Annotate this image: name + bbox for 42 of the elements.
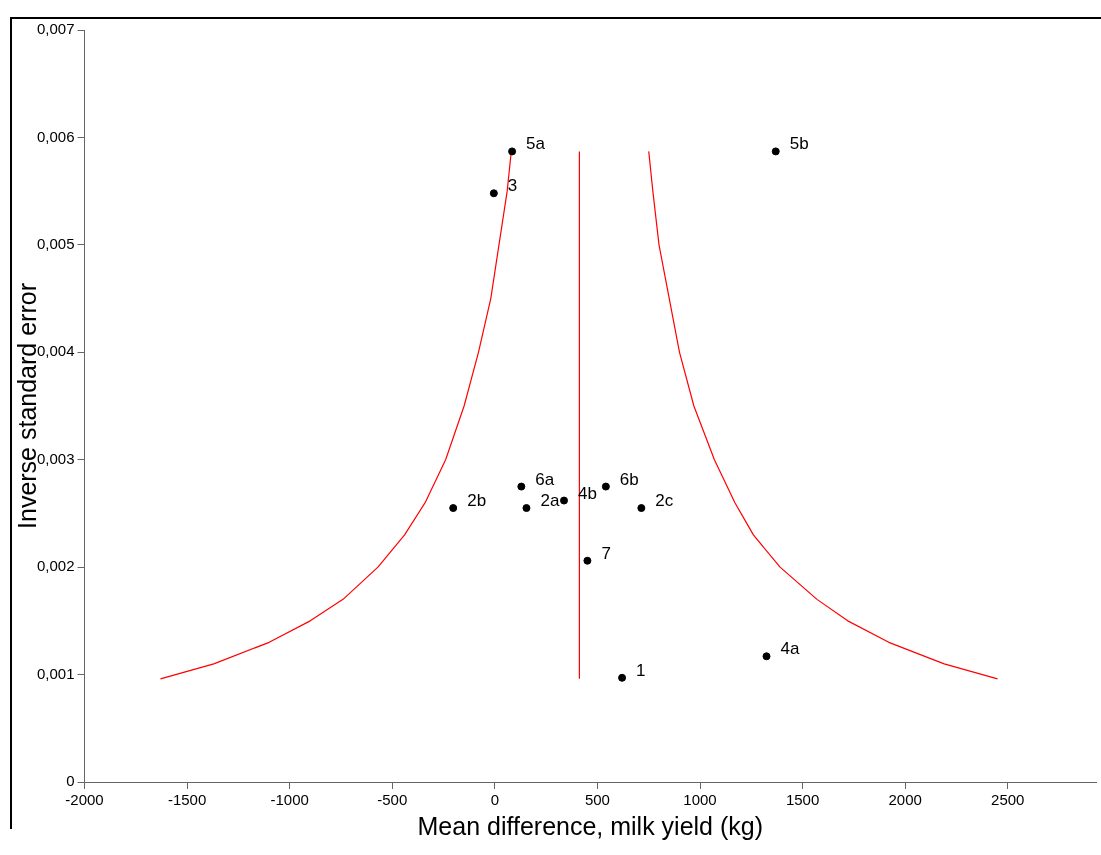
point bbox=[517, 482, 526, 491]
x-tick-label: 0 bbox=[490, 791, 500, 809]
x-tick-label: 1500 bbox=[785, 791, 820, 809]
y-tick-label: 0,002 bbox=[36, 557, 75, 575]
annotation: 2c bbox=[655, 491, 674, 511]
x-tick-label: 1000 bbox=[683, 791, 717, 809]
annotation: 2a bbox=[540, 491, 560, 511]
x-tick-label: -1000 bbox=[270, 791, 309, 809]
point bbox=[489, 189, 498, 198]
point bbox=[601, 482, 610, 491]
annotation: 4a bbox=[780, 639, 800, 659]
point bbox=[762, 652, 771, 661]
annotation: 7 bbox=[601, 543, 611, 563]
point bbox=[637, 504, 646, 513]
point bbox=[522, 504, 531, 513]
x-tick-label: 500 bbox=[584, 791, 610, 809]
annotation: 5a bbox=[526, 134, 546, 154]
annotation: 3 bbox=[507, 176, 518, 196]
point bbox=[449, 504, 458, 513]
x-axis-title: Mean difference, milk yield (kg) bbox=[417, 811, 764, 840]
y-tick-label: 0,004 bbox=[36, 342, 75, 360]
point bbox=[508, 147, 517, 156]
point bbox=[560, 496, 569, 505]
annotation: 2b bbox=[467, 491, 487, 511]
annotation: 5b bbox=[789, 134, 809, 154]
annotation: 6b bbox=[619, 469, 639, 489]
x-tick-label: -500 bbox=[377, 791, 408, 809]
annotation: 6a bbox=[535, 469, 555, 489]
point bbox=[771, 147, 780, 156]
y-tick-label: 0,006 bbox=[36, 127, 75, 145]
y-tick-label: 0,001 bbox=[36, 664, 75, 682]
x-tick-label: 2000 bbox=[888, 791, 922, 809]
x-tick-label: -1500 bbox=[167, 791, 207, 809]
y-tick-label: 0 bbox=[66, 772, 75, 790]
x-tick-label: 2500 bbox=[991, 791, 1025, 809]
x-tick-label: -2000 bbox=[65, 791, 104, 809]
point bbox=[618, 673, 627, 682]
annotation: 1 bbox=[636, 660, 646, 680]
point bbox=[583, 556, 592, 565]
y-tick-label: 0,003 bbox=[36, 449, 75, 467]
y-tick-label: 0,005 bbox=[36, 235, 75, 252]
y-tick-label: 0,007 bbox=[36, 20, 75, 38]
